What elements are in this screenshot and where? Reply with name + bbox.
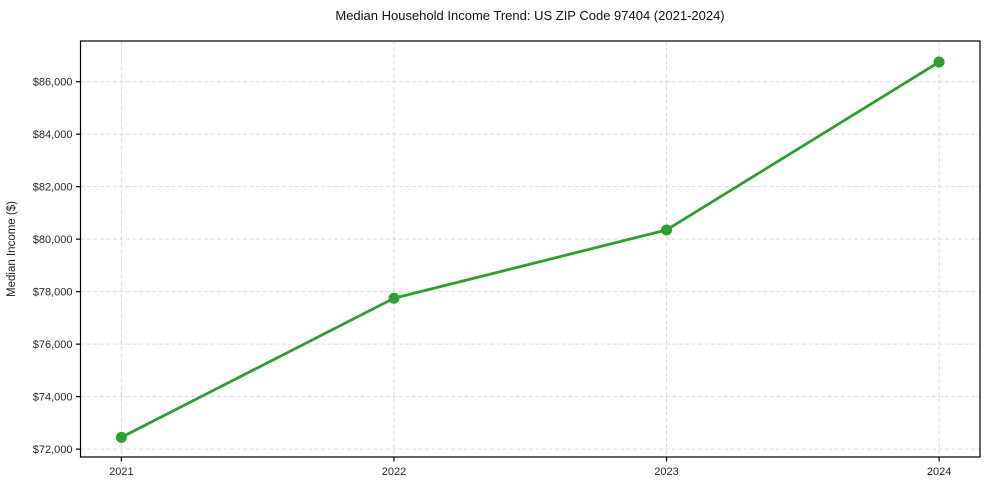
- x-tick-label: 2024: [927, 466, 951, 478]
- y-tick-label: $82,000: [33, 182, 73, 194]
- data-point-marker: [933, 56, 945, 68]
- y-tick-label: $84,000: [33, 129, 73, 141]
- x-tick-label: 2023: [654, 466, 678, 478]
- y-tick-label: $80,000: [33, 234, 73, 246]
- y-tick-label: $76,000: [33, 339, 73, 351]
- y-axis-label: Median Income ($): [6, 201, 18, 297]
- data-series: [115, 56, 945, 443]
- axis-ticks: $72,000 $74,000 $76,000 $78,000 $80,000 $82,0…: [33, 77, 952, 478]
- data-point-marker: [388, 292, 400, 304]
- income-trend-line: [119, 60, 941, 439]
- data-point-marker: [661, 224, 673, 236]
- chart-title: Median Household Income Trend: US ZIP Co…: [335, 8, 724, 23]
- gridlines: [80, 41, 980, 457]
- y-tick-label: $74,000: [33, 392, 73, 404]
- y-tick-label: $78,000: [33, 287, 73, 299]
- y-tick-label: $72,000: [33, 444, 73, 456]
- y-tick-label: $86,000: [33, 77, 73, 89]
- x-tick-label: 2021: [109, 466, 133, 478]
- axes-spines: [79, 40, 981, 458]
- x-tick-label: 2022: [382, 466, 406, 478]
- plot-border: [79, 40, 981, 458]
- data-point-marker: [115, 431, 127, 443]
